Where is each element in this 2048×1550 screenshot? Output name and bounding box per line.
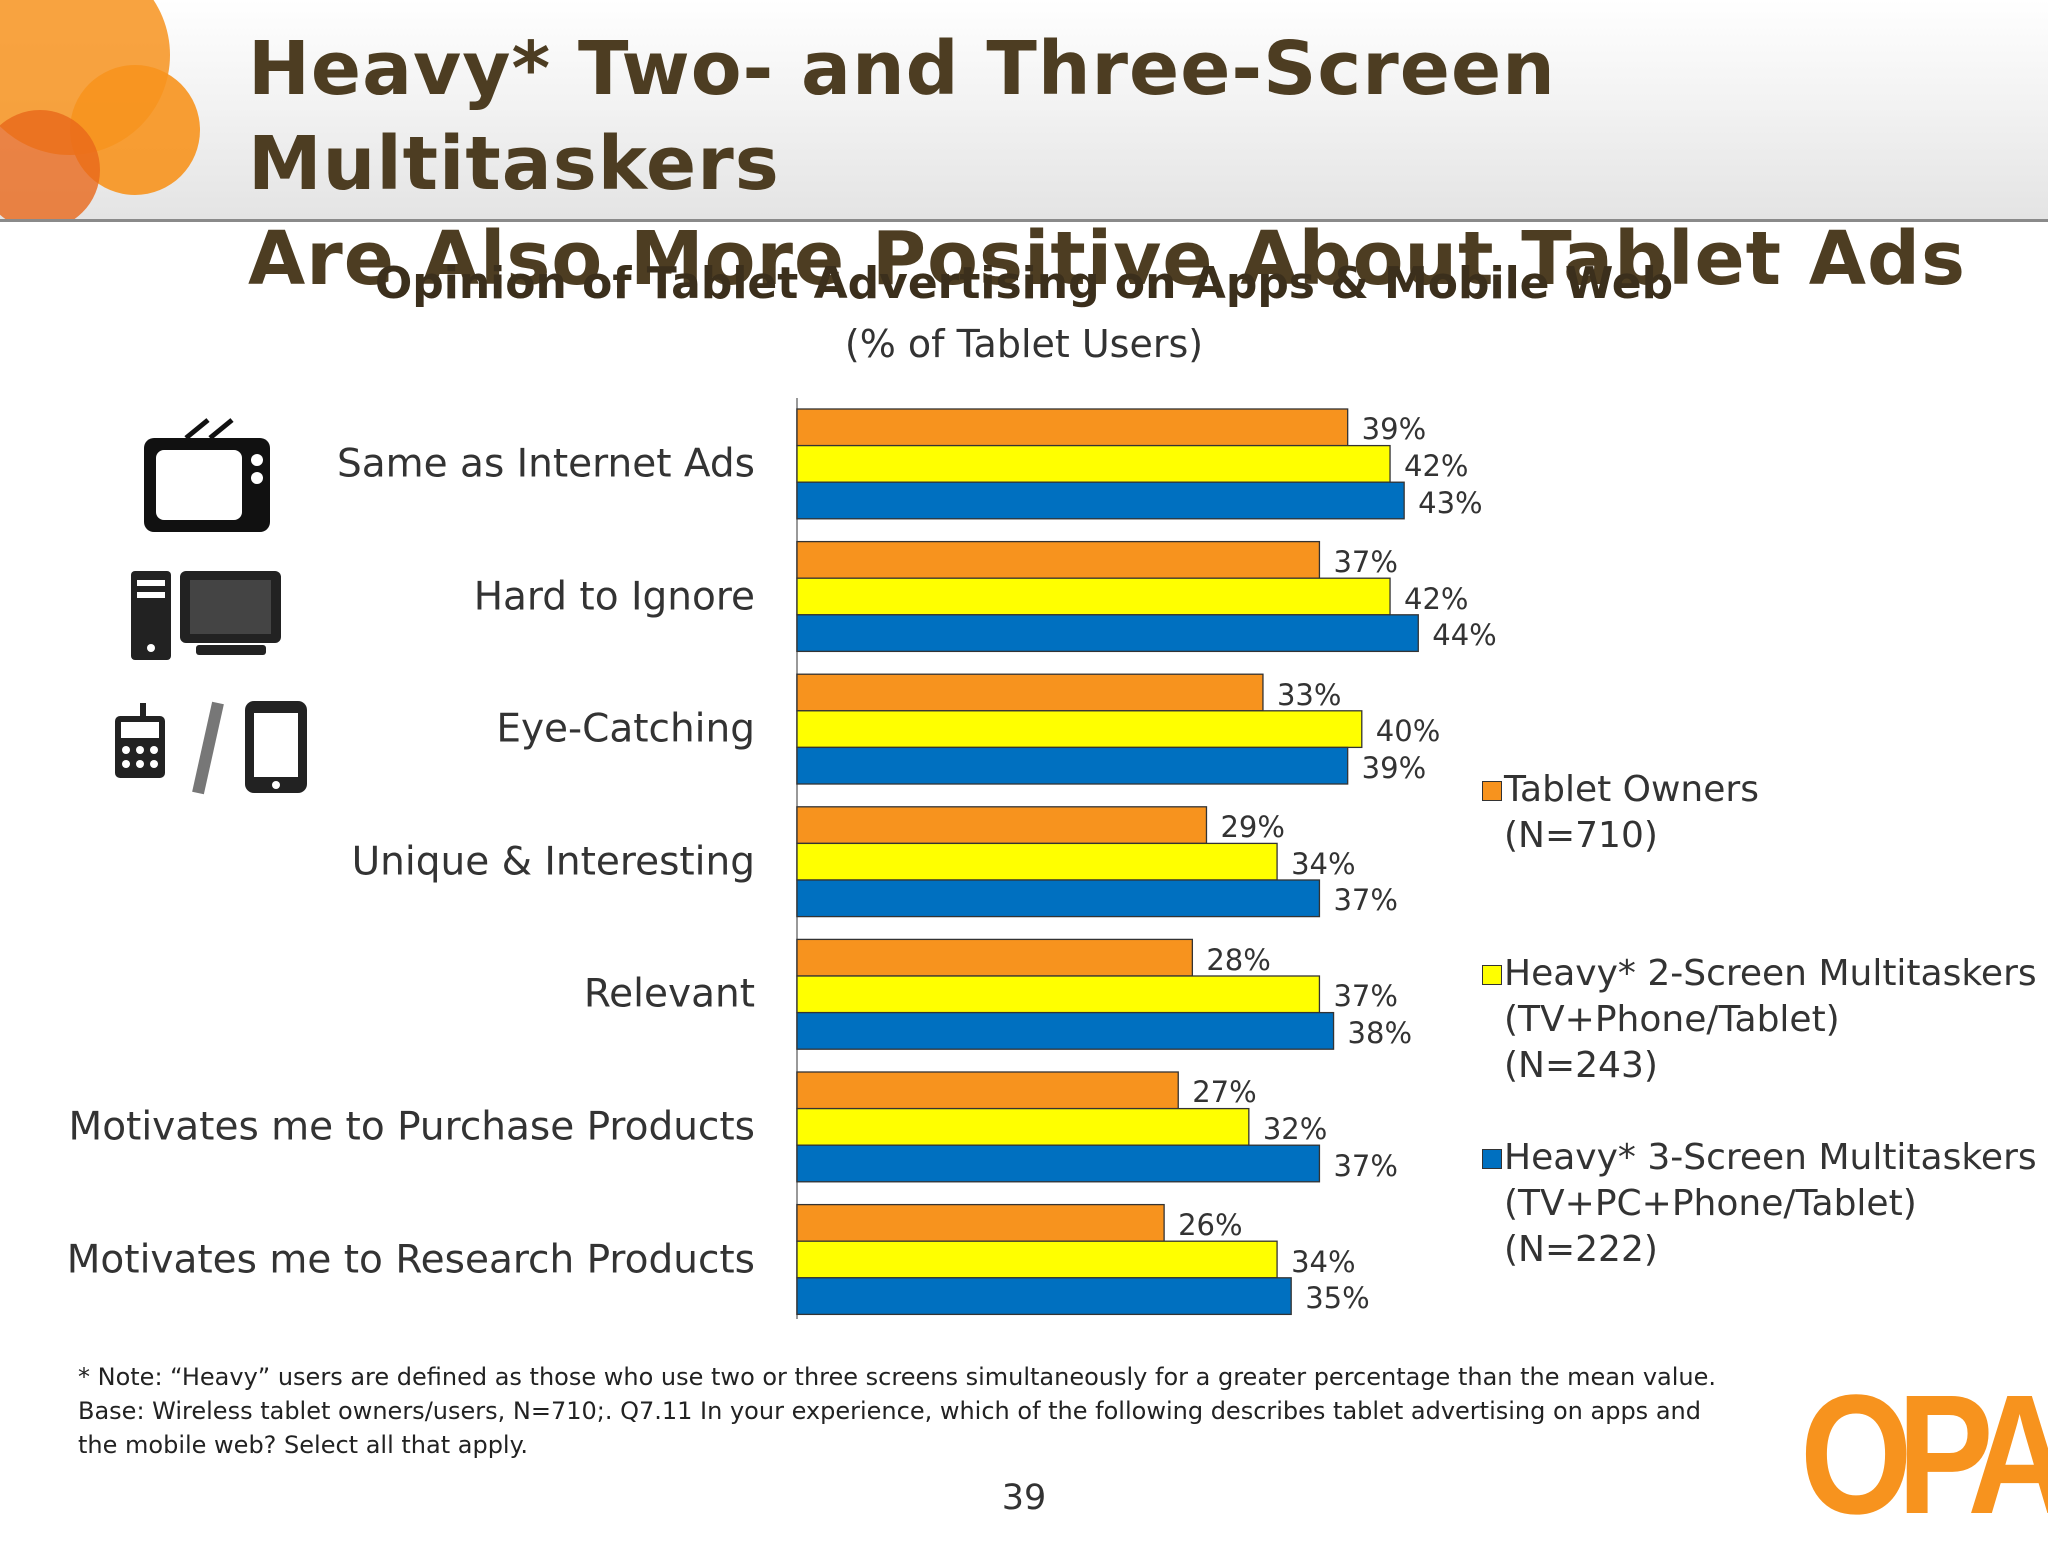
value-label: 26% bbox=[1178, 1207, 1243, 1242]
category-label: Hard to Ignore bbox=[473, 574, 755, 619]
value-label: 42% bbox=[1404, 448, 1469, 483]
bar bbox=[796, 806, 1208, 845]
bar bbox=[796, 879, 1321, 918]
value-label: 37% bbox=[1333, 1148, 1398, 1183]
bar bbox=[796, 975, 1321, 1014]
value-label: 28% bbox=[1206, 942, 1271, 977]
value-label: 38% bbox=[1347, 1015, 1413, 1050]
value-label: 44% bbox=[1432, 618, 1497, 653]
value-label: 34% bbox=[1291, 846, 1356, 881]
value-label: 43% bbox=[1418, 485, 1483, 520]
bar bbox=[796, 1240, 1278, 1279]
bar bbox=[796, 1203, 1165, 1242]
value-label: 34% bbox=[1291, 1244, 1356, 1279]
bar bbox=[796, 673, 1264, 712]
icons bbox=[115, 418, 307, 795]
legend-swatch bbox=[1482, 781, 1502, 801]
bar bbox=[796, 842, 1278, 881]
footnote-note: * Note: “Heavy” users are defined as tho… bbox=[78, 1363, 1717, 1391]
bar bbox=[796, 1107, 1250, 1146]
value-label: 37% bbox=[1333, 979, 1398, 1014]
bar bbox=[796, 614, 1419, 653]
value-label: 42% bbox=[1404, 581, 1469, 616]
logo: OPA bbox=[1800, 1360, 2048, 1550]
category-label: Relevant bbox=[583, 971, 755, 1017]
value-label: 27% bbox=[1192, 1075, 1257, 1110]
value-label: 39% bbox=[1361, 412, 1427, 447]
bar bbox=[796, 1011, 1335, 1050]
tv-icon bbox=[144, 418, 270, 532]
legend-label: Heavy* 2-Screen Multitaskers (TV+Phone/T… bbox=[1504, 953, 2037, 1086]
bar bbox=[796, 710, 1363, 749]
bar bbox=[796, 1277, 1292, 1316]
legend-swatch bbox=[1482, 965, 1502, 985]
mobile-icon bbox=[115, 701, 307, 795]
value-label: 35% bbox=[1305, 1281, 1370, 1316]
value-label: 39% bbox=[1361, 750, 1427, 785]
value-label: 29% bbox=[1220, 810, 1285, 845]
value-label: 40% bbox=[1375, 714, 1441, 749]
header bbox=[0, 0, 2048, 222]
category-label: Same as Internet Ads bbox=[337, 441, 755, 487]
category-label: Motivates me to Research Products bbox=[66, 1237, 755, 1282]
legend-swatch bbox=[1482, 1149, 1502, 1169]
bar bbox=[796, 1144, 1321, 1183]
header-decoration bbox=[0, 0, 200, 219]
bar bbox=[796, 577, 1391, 616]
value-label: 33% bbox=[1276, 677, 1342, 712]
bar bbox=[796, 481, 1405, 520]
chart-subtitle: (% of Tablet Users) bbox=[844, 322, 1204, 366]
page-number: 39 bbox=[1001, 1478, 1047, 1518]
slide-title: Heavy* Two- and Three-Screen Multitasker… bbox=[248, 26, 1967, 302]
bar bbox=[796, 540, 1321, 579]
bar bbox=[796, 938, 1194, 977]
bar bbox=[796, 1071, 1179, 1110]
pc-icon bbox=[131, 571, 281, 660]
chart-title: Opinion of Tablet Advertising on Apps & … bbox=[374, 258, 1674, 309]
bar bbox=[796, 408, 1349, 447]
value-label: 37% bbox=[1333, 544, 1398, 579]
footnote-base: Base: Wireless tablet owners/users, N=71… bbox=[78, 1397, 1701, 1459]
legend-label: Heavy* 3-Screen Multitaskers (TV+PC+Phon… bbox=[1504, 1137, 2037, 1270]
legend-label: Tablet Owners (N=710) bbox=[1504, 769, 1759, 856]
bar bbox=[796, 746, 1349, 785]
value-label: 32% bbox=[1262, 1111, 1328, 1146]
value-label: 37% bbox=[1333, 883, 1398, 918]
category-label: Unique & Interesting bbox=[351, 839, 755, 885]
category-label: Motivates me to Purchase Products bbox=[68, 1104, 755, 1150]
bar bbox=[796, 444, 1391, 483]
category-label: Eye-Catching bbox=[496, 706, 755, 752]
